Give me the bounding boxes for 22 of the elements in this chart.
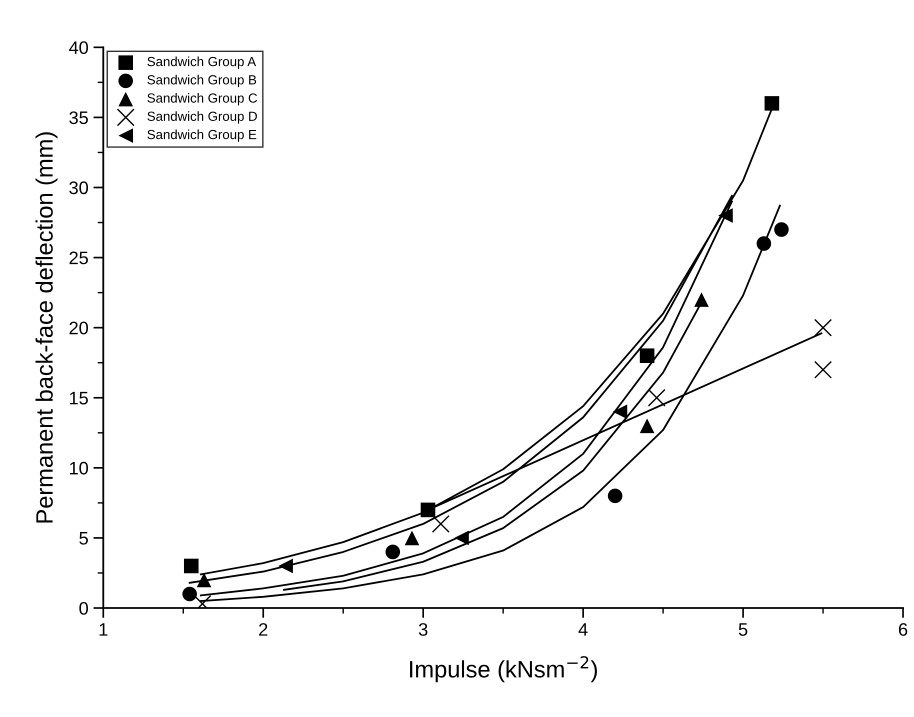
legend-label: Sandwich Group A bbox=[147, 56, 256, 69]
x-tick-label: 3 bbox=[418, 623, 428, 636]
x-tick-label: 1 bbox=[100, 623, 108, 636]
y-tick-label: 35 bbox=[69, 111, 88, 124]
legend-label: Sandwich Group B bbox=[147, 74, 256, 88]
y-tick-label: 15 bbox=[70, 392, 88, 404]
y-tick-label: 10 bbox=[70, 462, 88, 475]
y-tick-label: 40 bbox=[69, 41, 88, 54]
legend-label: Sandwich Group C bbox=[147, 93, 258, 106]
y-axis-title: Permanent back-face deflection (mm) bbox=[35, 132, 58, 523]
y-tick-label: 0 bbox=[79, 602, 88, 615]
x-tick-label: 6 bbox=[898, 623, 908, 636]
legend-label: Sandwich Group E bbox=[147, 130, 256, 142]
x-tick-label: 5 bbox=[738, 623, 748, 636]
legend-label: Sandwich Group D bbox=[147, 111, 257, 124]
y-tick-label: 5 bbox=[79, 532, 88, 545]
x-tick-label: 4 bbox=[578, 623, 588, 636]
y-tick-label: 30 bbox=[69, 181, 88, 194]
y-tick-label: 20 bbox=[70, 322, 88, 334]
x-axis-title: Impulse (kNsm$^{−2}$) bbox=[410, 656, 597, 682]
x-tick-label: 2 bbox=[259, 623, 268, 636]
y-tick-label: 25 bbox=[70, 252, 88, 264]
